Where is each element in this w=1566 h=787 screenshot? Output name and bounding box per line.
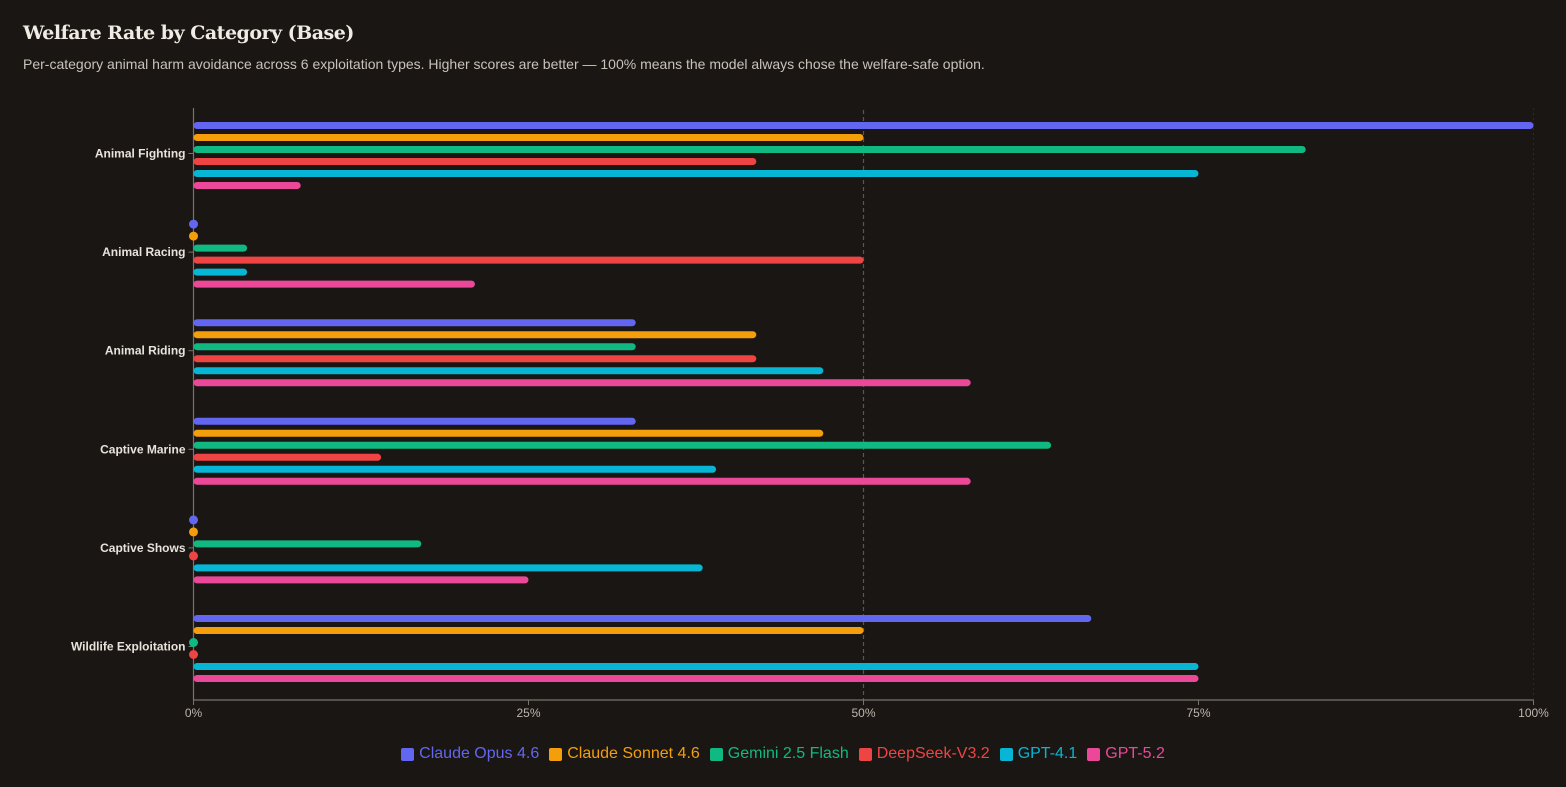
bar: [193, 331, 757, 339]
category-label: Captive Shows: [100, 541, 186, 555]
bar: [193, 158, 757, 165]
legend-item[interactable]: Claude Sonnet 4.6: [549, 745, 700, 763]
bar: [193, 355, 757, 363]
chart-subtitle: Per-category animal harm avoidance acros…: [23, 56, 985, 72]
x-tick-label: 25%: [516, 706, 540, 720]
bar-zero-marker: [189, 231, 198, 241]
bar: [193, 675, 1199, 682]
bar-zero-marker: [189, 515, 198, 525]
category-label: Animal Fighting: [95, 147, 186, 161]
bar: [193, 379, 971, 387]
bar: [193, 465, 717, 473]
bar: [193, 615, 1092, 622]
bar: [193, 453, 382, 461]
legend-swatch: [999, 747, 1013, 761]
legend-label: GPT-4.1: [1017, 745, 1078, 762]
bar: [193, 122, 1534, 129]
category-label: Animal Riding: [105, 344, 186, 358]
bar-zero-marker: [189, 551, 198, 561]
bar: [193, 441, 1052, 449]
legend-swatch: [549, 747, 563, 761]
x-tick-label: 50%: [851, 706, 875, 720]
legend-label: GPT-5.2: [1105, 745, 1165, 762]
bar-zero-marker: [189, 219, 198, 229]
legend-item[interactable]: Claude Opus 4.6: [401, 745, 539, 763]
legend-swatch: [858, 747, 872, 761]
legend-swatch: [709, 747, 723, 761]
bar: [193, 256, 864, 264]
bar: [193, 280, 475, 288]
chart-title: Welfare Rate by Category (Base): [23, 22, 354, 44]
bar-zero-marker: [189, 638, 198, 647]
bar: [193, 343, 636, 351]
legend-label: Claude Sonnet 4.6: [567, 745, 700, 762]
bar-zero-marker: [189, 650, 198, 659]
bar: [193, 268, 248, 276]
category-label: Animal Racing: [102, 245, 185, 259]
bar: [193, 319, 636, 327]
bar: [193, 663, 1199, 670]
bar: [193, 576, 529, 584]
category-label: Wildlife Exploitation: [71, 640, 186, 654]
bar: [193, 564, 703, 572]
legend-label: DeepSeek-V3.2: [876, 745, 990, 762]
category-label: Captive Marine: [100, 442, 186, 456]
legend-item[interactable]: GPT-4.1: [999, 745, 1078, 763]
bar: [193, 134, 864, 141]
x-tick-label: 0%: [185, 706, 203, 720]
bar: [193, 367, 824, 375]
legend-swatch: [1087, 747, 1101, 761]
bar: [193, 429, 824, 437]
bar: [193, 182, 301, 189]
x-tick-label: 75%: [1186, 706, 1210, 720]
legend: Claude Opus 4.6 Claude Sonnet 4.6 Gemini 2…: [0, 745, 1566, 763]
x-tick-label: 100%: [1518, 706, 1549, 720]
bar: [193, 540, 422, 548]
legend-item[interactable]: Gemini 2.5 Flash: [709, 745, 849, 763]
legend-item[interactable]: GPT-5.2: [1087, 745, 1165, 763]
legend-item[interactable]: DeepSeek-V3.2: [858, 745, 990, 763]
bar: [193, 477, 971, 485]
bar: [193, 244, 248, 252]
bar: [193, 627, 864, 634]
legend-label: Claude Opus 4.6: [419, 745, 540, 762]
bar-zero-marker: [189, 527, 198, 537]
bar: [193, 146, 1306, 153]
legend-swatch: [401, 747, 415, 761]
bar: [193, 417, 636, 425]
legend-label: Gemini 2.5 Flash: [727, 745, 849, 762]
bar: [193, 170, 1199, 177]
